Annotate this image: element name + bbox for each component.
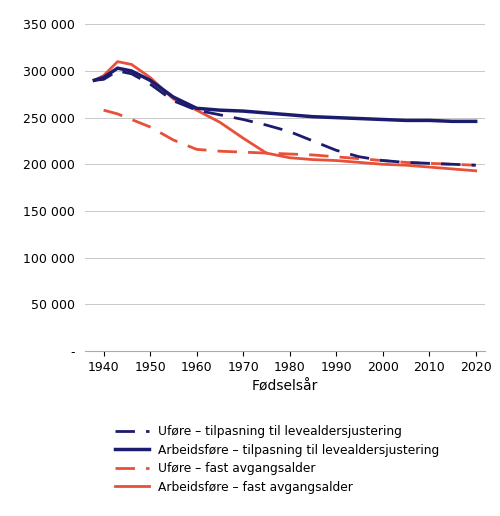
Line: Arbeidsføre – fast avgangsalder: Arbeidsføre – fast avgangsalder [94,61,476,171]
Uføre – fast avgangsalder [310,152,316,158]
Arbeidsføre – fast avgangsalder [472,168,478,174]
Arbeidsføre – tilpasning til levealdersjustering [310,114,316,120]
Arbeidsføre – fast avgangsalder [240,135,246,141]
Arbeidsføre – fast avgangsalder [450,166,456,172]
Uføre – tilpasning til levealdersjustering [333,147,339,153]
Uføre – tilpasning til levealdersjustering [114,68,120,74]
Uføre – tilpasning til levealdersjustering [472,162,478,168]
Arbeidsføre – fast avgangsalder [286,155,292,161]
Uføre – tilpasning til levealdersjustering [264,122,270,128]
Uføre – fast avgangsalder [147,124,153,130]
Uføre – tilpasning til levealdersjustering [128,71,134,77]
Arbeidsføre – tilpasning til levealdersjustering [333,115,339,121]
Line: Arbeidsføre – tilpasning til levealdersjustering: Arbeidsføre – tilpasning til levealdersj… [94,68,476,121]
Arbeidsføre – tilpasning til levealdersjustering [114,65,120,71]
Uføre – tilpasning til levealdersjustering [403,159,409,166]
Uføre – fast avgangsalder [240,149,246,155]
Uføre – fast avgangsalder [264,150,270,156]
Arbeidsføre – fast avgangsalder [264,150,270,156]
Line: Uføre – tilpasning til levealdersjustering: Uføre – tilpasning til levealdersjusteri… [94,71,476,165]
Arbeidsføre – tilpasning til levealdersjustering [356,116,362,122]
Uføre – fast avgangsalder [114,111,120,117]
Uføre – tilpasning til levealdersjustering [194,107,200,113]
Arbeidsføre – tilpasning til levealdersjustering [128,68,134,74]
Arbeidsføre – fast avgangsalder [403,162,409,168]
Arbeidsføre – fast avgangsalder [380,161,386,167]
Uføre – fast avgangsalder [217,148,223,154]
Uføre – tilpasning til levealdersjustering [147,81,153,87]
Arbeidsføre – tilpasning til levealdersjustering [170,94,176,100]
Arbeidsføre – fast avgangsalder [128,61,134,68]
Arbeidsføre – fast avgangsalder [114,58,120,64]
Arbeidsføre – fast avgangsalder [356,159,362,166]
Arbeidsføre – tilpasning til levealdersjustering [264,110,270,116]
Arbeidsføre – tilpasning til levealdersjustering [92,77,98,84]
Uføre – fast avgangsalder [450,161,456,167]
Uføre – fast avgangsalder [472,162,478,168]
Uføre – fast avgangsalder [380,157,386,164]
Uføre – tilpasning til levealdersjustering [426,160,432,167]
Uføre – tilpasning til levealdersjustering [170,98,176,104]
Arbeidsføre – tilpasning til levealdersjustering [380,117,386,123]
Uføre – tilpasning til levealdersjustering [100,76,106,83]
Arbeidsføre – tilpasning til levealdersjustering [286,112,292,118]
Uføre – tilpasning til levealdersjustering [356,154,362,160]
Arbeidsføre – tilpasning til levealdersjustering [472,118,478,124]
Arbeidsføre – fast avgangsalder [170,96,176,102]
Uføre – tilpasning til levealdersjustering [450,161,456,167]
Arbeidsføre – fast avgangsalder [100,73,106,79]
Uføre – fast avgangsalder [286,151,292,157]
Arbeidsføre – tilpasning til levealdersjustering [426,117,432,123]
Uføre – fast avgangsalder [170,137,176,143]
Arbeidsføre – fast avgangsalder [310,156,316,163]
X-axis label: Fødselsår: Fødselsår [252,379,318,393]
Legend: Uføre – tilpasning til levealdersjustering, Arbeidsføre – tilpasning til leveald: Uføre – tilpasning til levealdersjusteri… [115,425,439,494]
Uføre – fast avgangsalder [426,160,432,167]
Arbeidsføre – tilpasning til levealdersjustering [403,117,409,123]
Arbeidsføre – tilpasning til levealdersjustering [100,74,106,80]
Uføre – tilpasning til levealdersjustering [92,77,98,84]
Arbeidsføre – fast avgangsalder [217,119,223,125]
Uføre – fast avgangsalder [100,107,106,113]
Arbeidsføre – fast avgangsalder [333,157,339,164]
Uføre – tilpasning til levealdersjustering [380,157,386,164]
Uføre – fast avgangsalder [333,154,339,160]
Uføre – fast avgangsalder [194,146,200,152]
Line: Uføre – fast avgangsalder: Uføre – fast avgangsalder [104,110,476,165]
Arbeidsføre – tilpasning til levealdersjustering [450,118,456,124]
Uføre – tilpasning til levealdersjustering [286,128,292,135]
Uføre – tilpasning til levealdersjustering [217,112,223,118]
Uføre – tilpasning til levealdersjustering [240,117,246,123]
Arbeidsføre – fast avgangsalder [92,77,98,84]
Arbeidsføre – fast avgangsalder [426,164,432,170]
Arbeidsføre – tilpasning til levealdersjustering [217,107,223,113]
Arbeidsføre – tilpasning til levealdersjustering [147,77,153,84]
Uføre – fast avgangsalder [356,156,362,162]
Uføre – tilpasning til levealdersjustering [310,138,316,144]
Arbeidsføre – tilpasning til levealdersjustering [240,108,246,114]
Arbeidsføre – fast avgangsalder [147,74,153,80]
Uføre – fast avgangsalder [403,159,409,166]
Arbeidsføre – fast avgangsalder [194,107,200,113]
Uføre – fast avgangsalder [128,117,134,123]
Arbeidsføre – tilpasning til levealdersjustering [194,105,200,111]
